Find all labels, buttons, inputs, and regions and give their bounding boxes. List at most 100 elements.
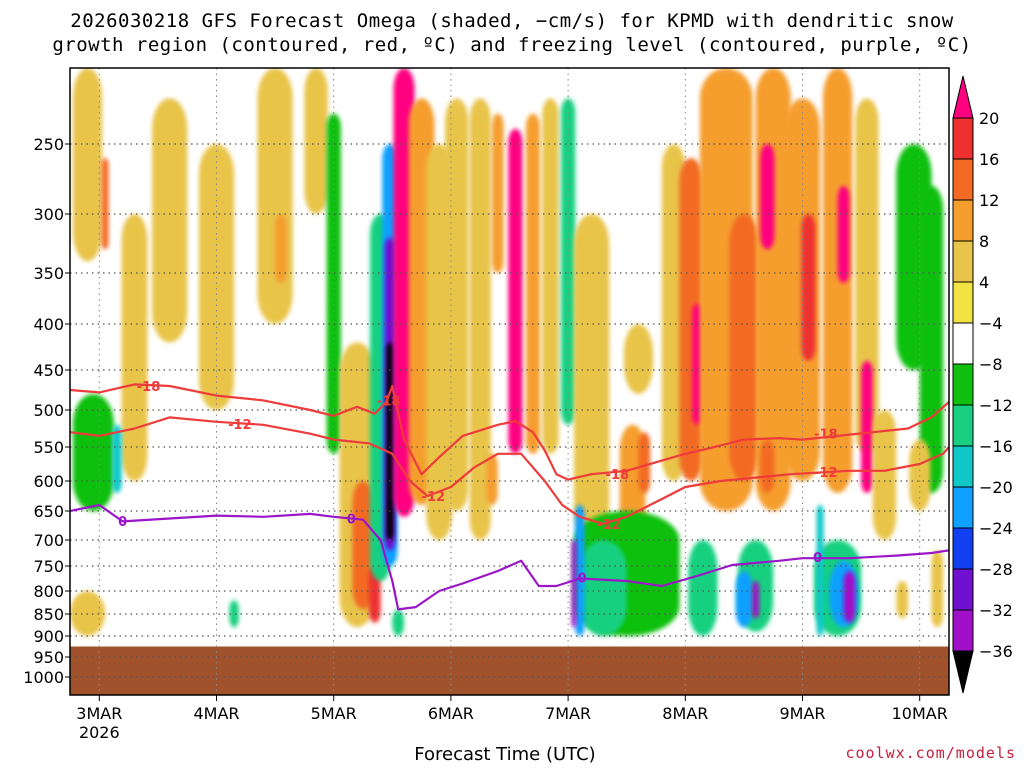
omega-cell-46 [760, 144, 775, 250]
source-credit: coolwx.com/models [845, 744, 1016, 762]
omega-cell-55 [837, 186, 850, 284]
omega-cell-66 [896, 581, 908, 619]
colorbar-segment-5 [952, 322, 974, 365]
omega-cell-29 [525, 113, 540, 454]
colorbar-label-3: 8 [979, 232, 989, 251]
y-tick-label-450: 450 [33, 361, 64, 380]
colorbar-segment-3 [952, 240, 974, 283]
x-axis-label: Forecast Time (UTC) [414, 744, 596, 765]
contour-line-0-2 [70, 503, 949, 611]
omega-cell-6 [152, 98, 188, 343]
colorbar-segment-8 [952, 445, 974, 488]
colorbar-top-arrow [952, 75, 974, 119]
omega-cell-58 [872, 410, 897, 540]
contour-label-11: 0 [813, 551, 822, 566]
colorbar-bottom-arrow [952, 650, 974, 694]
omega-cell-27 [491, 113, 504, 273]
omega-cell-9 [275, 214, 287, 284]
colorbar-segment-12 [952, 609, 974, 652]
x-tick-label-7MAR: 7MAR [545, 704, 591, 723]
omega-cell-62 [816, 505, 824, 636]
colorbar-label-5: −4 [979, 314, 1003, 333]
colorbar-label-6: −8 [979, 355, 1003, 374]
colorbar-label-11: −28 [979, 560, 1013, 579]
omega-cell-39 [571, 540, 577, 628]
colorbar-segment-10 [952, 527, 974, 570]
y-tick-label-300: 300 [33, 205, 64, 224]
x-tick-label-8MAR: 8MAR [662, 704, 708, 723]
omega-cell-50 [752, 581, 760, 619]
x-tick-label-3MAR: 3MAR [76, 704, 122, 723]
omega-colorbar: 20 16 12 8 4 −4 −8 −12 −16 −20 −24 −28 −32 −36 [952, 75, 1013, 694]
omega-cell-8 [257, 68, 293, 324]
omega-cell-4 [112, 424, 122, 493]
x-tick-label-4MAR: 4MAR [193, 704, 239, 723]
y-tick-label-700: 700 [33, 531, 64, 550]
y-tick-label-1000: 1000 [23, 668, 64, 687]
colorbar-label-10: −24 [979, 519, 1013, 538]
y-tick-label-600: 600 [33, 472, 64, 491]
y-tick-label-750: 750 [33, 557, 64, 576]
ground-terrain-fill [70, 646, 949, 695]
contour-label-6: -18 [814, 428, 838, 443]
contour-lines-layer: -18 -12 -18 -12 -18 -12 -18 -12 0 0 0 0 [70, 380, 949, 611]
grid-lines [70, 68, 949, 695]
y-tick-label-800: 800 [33, 582, 64, 601]
y-tick-label-350: 350 [33, 264, 64, 283]
omega-cell-1 [101, 158, 109, 250]
x-axis-ticks: 3MAR 4MAR 5MAR 6MAR 7MAR 8MAR 9MAR 10MAR 2026 [76, 695, 948, 742]
y-axis-ticks: 250 300 350 400 450 500 550 600 650 700 750 800 850 9… [23, 135, 70, 687]
omega-cell-2 [72, 394, 114, 511]
omega-shading-layer [70, 68, 944, 636]
omega-cell-38 [575, 505, 585, 636]
below-ground-fill [70, 646, 949, 695]
omega-cell-24 [445, 98, 469, 512]
contour-label-5: -12 [597, 518, 621, 533]
y-tick-label-500: 500 [33, 401, 64, 420]
x-tick-label-10MAR: 10MAR [892, 704, 948, 723]
colorbar-segment-0 [952, 117, 974, 160]
y-tick-label-650: 650 [33, 502, 64, 521]
omega-cell-34 [623, 324, 654, 394]
omega-cell-61 [843, 571, 856, 623]
colorbar-label-2: 12 [979, 191, 999, 210]
colorbar-label-13: −36 [979, 642, 1013, 661]
omega-cell-30 [542, 98, 559, 454]
y-tick-label-400: 400 [33, 315, 64, 334]
colorbar-label-7: −12 [979, 396, 1013, 415]
chart-title-line-2: growth region (contoured, red, ºC) and f… [52, 34, 972, 56]
y-tick-label-850: 850 [33, 605, 64, 624]
colorbar-label-9: −20 [979, 478, 1013, 497]
omega-cell-19 [386, 342, 394, 540]
axes-frame [69, 67, 950, 696]
contour-label-2: -18 [377, 394, 401, 409]
omega-cell-44 [729, 214, 759, 481]
omega-cell-67 [931, 550, 944, 628]
x-tick-year-label: 2026 [79, 723, 120, 742]
contour-line-m18-0 [70, 383, 949, 481]
contour-label-0: -18 [137, 380, 161, 395]
contour-label-4: -18 [606, 468, 630, 483]
omega-cell-10 [229, 600, 239, 628]
omega-cell-56 [855, 98, 879, 454]
contour-label-7: -12 [814, 466, 838, 481]
contour-label-3: -12 [422, 490, 446, 505]
omega-cell-42 [692, 303, 702, 425]
colorbar-segment-2 [952, 199, 974, 242]
contour-label-8: 0 [118, 515, 127, 530]
colorbar-segment-4 [952, 281, 974, 324]
omega-cell-54 [823, 68, 853, 493]
omega-cell-3 [121, 214, 148, 481]
omega-cell-51 [688, 540, 718, 636]
y-tick-label-950: 950 [33, 648, 64, 667]
contour-label-10: 0 [578, 572, 587, 587]
y-tick-label-250: 250 [33, 135, 64, 154]
contour-label-1: -12 [228, 418, 252, 433]
contour-label-9: 0 [347, 513, 356, 528]
colorbar-segment-6 [952, 363, 974, 406]
omega-cell-57 [861, 360, 873, 493]
y-tick-label-900: 900 [33, 627, 64, 646]
omega-cell-26 [486, 453, 498, 505]
colorbar-label-1: 16 [979, 150, 999, 169]
